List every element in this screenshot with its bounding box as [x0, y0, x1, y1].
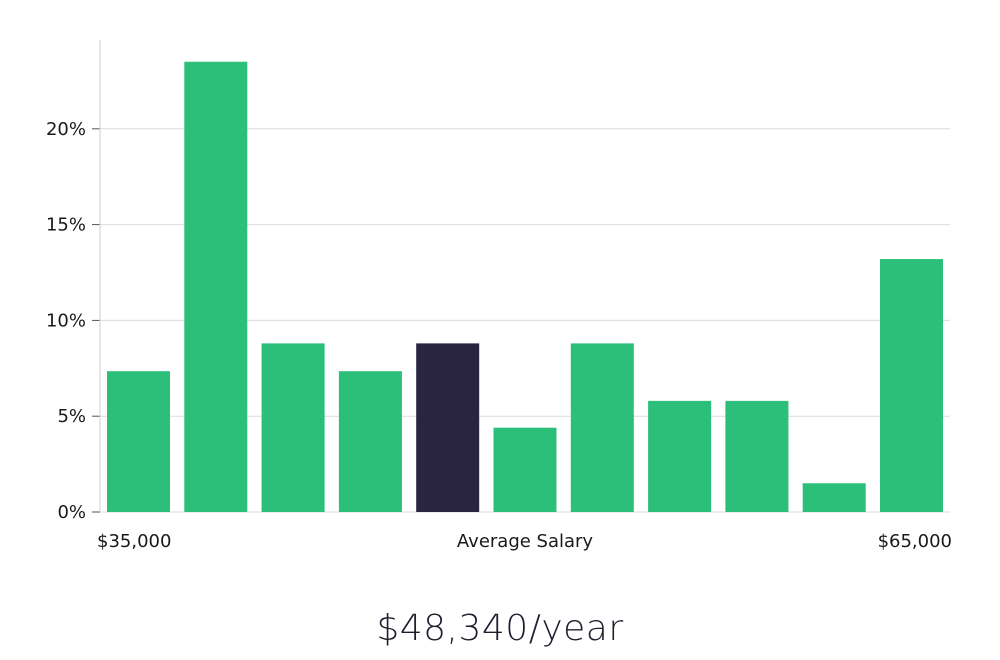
- y-tick-label: 20%: [46, 119, 86, 140]
- bar-highlighted: [416, 343, 480, 512]
- y-tick-label: 10%: [46, 310, 86, 331]
- x-label-max: $65,000: [878, 531, 952, 552]
- x-label-min: $35,000: [97, 531, 171, 552]
- y-tick-label: 15%: [46, 215, 86, 236]
- bar: [493, 427, 557, 512]
- bar: [107, 371, 170, 512]
- y-tick-label: 0%: [57, 502, 86, 523]
- bar: [648, 400, 712, 512]
- bar: [184, 61, 248, 513]
- bar: [338, 371, 402, 512]
- salary-histogram: 0% 5% 10% 15% 20% $35,000 Average Salary $65…: [46, 40, 952, 552]
- y-tick-label: 5%: [57, 406, 86, 427]
- average-salary-value: $48,340/year: [376, 608, 624, 649]
- bar: [261, 343, 325, 512]
- bar: [802, 483, 866, 512]
- bar: [880, 259, 943, 512]
- y-axis-ticks: 0% 5% 10% 15% 20%: [46, 119, 100, 523]
- bar: [725, 400, 789, 512]
- bars: [107, 61, 943, 513]
- x-label-center: Average Salary: [457, 531, 594, 552]
- bar: [570, 343, 634, 512]
